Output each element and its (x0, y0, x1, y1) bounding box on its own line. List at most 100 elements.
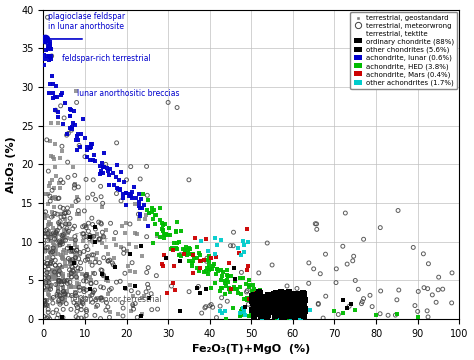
Point (74, 131, 82, 137)
Point (252, 301, 259, 306)
Point (246, 313, 253, 319)
Point (126, 241, 133, 247)
Point (275, 312, 283, 318)
Point (47, 258, 55, 264)
Point (203, 258, 210, 264)
Point (58, 90, 65, 96)
Point (48, 269, 56, 274)
Point (52, 230, 60, 235)
Point (291, 304, 299, 310)
Point (81, 223, 88, 229)
Point (262, 305, 270, 311)
Point (55, 180, 63, 186)
Point (55, 114, 62, 120)
Point (164, 232, 172, 238)
Point (244, 239, 252, 244)
Point (270, 308, 277, 314)
Point (125, 193, 132, 198)
Point (193, 244, 201, 250)
Point (48, 56, 55, 62)
Point (258, 298, 265, 304)
Point (267, 293, 274, 299)
Point (260, 297, 268, 303)
Point (82, 287, 90, 293)
Point (71, 182, 78, 188)
Point (90, 157, 97, 162)
Point (273, 299, 280, 305)
Point (55, 269, 63, 274)
Point (82, 296, 90, 301)
Point (46, 283, 53, 289)
Point (205, 271, 212, 276)
Point (264, 307, 272, 313)
Point (242, 282, 250, 287)
Point (96, 236, 104, 242)
Point (102, 244, 110, 250)
Point (319, 315, 327, 321)
Point (301, 297, 309, 303)
Point (73, 314, 80, 320)
Point (61, 100, 68, 106)
Point (184, 250, 191, 256)
Point (93, 250, 101, 256)
Point (384, 312, 392, 318)
Point (292, 304, 299, 310)
Point (97, 284, 104, 290)
Point (358, 301, 365, 307)
Point (66, 272, 73, 278)
Point (205, 262, 213, 268)
Point (161, 221, 168, 227)
Point (100, 272, 107, 278)
Point (283, 307, 291, 313)
Point (43, 226, 51, 232)
Point (68, 269, 75, 275)
Point (278, 294, 285, 300)
Point (46, 81, 54, 87)
Point (166, 232, 174, 238)
Point (111, 264, 118, 270)
Point (448, 300, 456, 306)
Point (49, 154, 57, 160)
Point (248, 293, 256, 299)
Point (350, 253, 357, 259)
Point (222, 283, 230, 289)
Point (49, 267, 57, 273)
Point (49, 310, 57, 315)
Point (242, 297, 249, 302)
Point (272, 292, 279, 297)
Point (64, 278, 71, 283)
Point (217, 285, 224, 291)
Point (72, 255, 79, 261)
Point (393, 311, 401, 317)
Point (301, 309, 308, 314)
Point (195, 250, 202, 256)
Point (276, 292, 283, 298)
Point (79, 116, 87, 122)
Point (74, 268, 82, 274)
Text: feldspar-rich terrestrial: feldspar-rich terrestrial (62, 54, 151, 63)
Point (46, 198, 54, 204)
Point (284, 312, 292, 318)
Point (259, 303, 266, 309)
Point (283, 311, 290, 316)
Point (80, 289, 88, 294)
Point (126, 221, 134, 227)
Point (269, 296, 276, 302)
Point (244, 297, 251, 303)
Point (249, 282, 257, 288)
Point (72, 237, 79, 243)
Point (229, 286, 237, 292)
Point (424, 314, 432, 320)
Point (143, 234, 150, 240)
Point (347, 301, 355, 307)
Point (290, 306, 298, 312)
Point (64, 131, 72, 136)
Point (264, 240, 271, 246)
Point (112, 242, 120, 248)
Point (71, 289, 79, 295)
Point (267, 303, 275, 309)
Point (213, 242, 221, 248)
Point (58, 254, 66, 260)
Point (94, 296, 101, 301)
Point (50, 271, 58, 277)
